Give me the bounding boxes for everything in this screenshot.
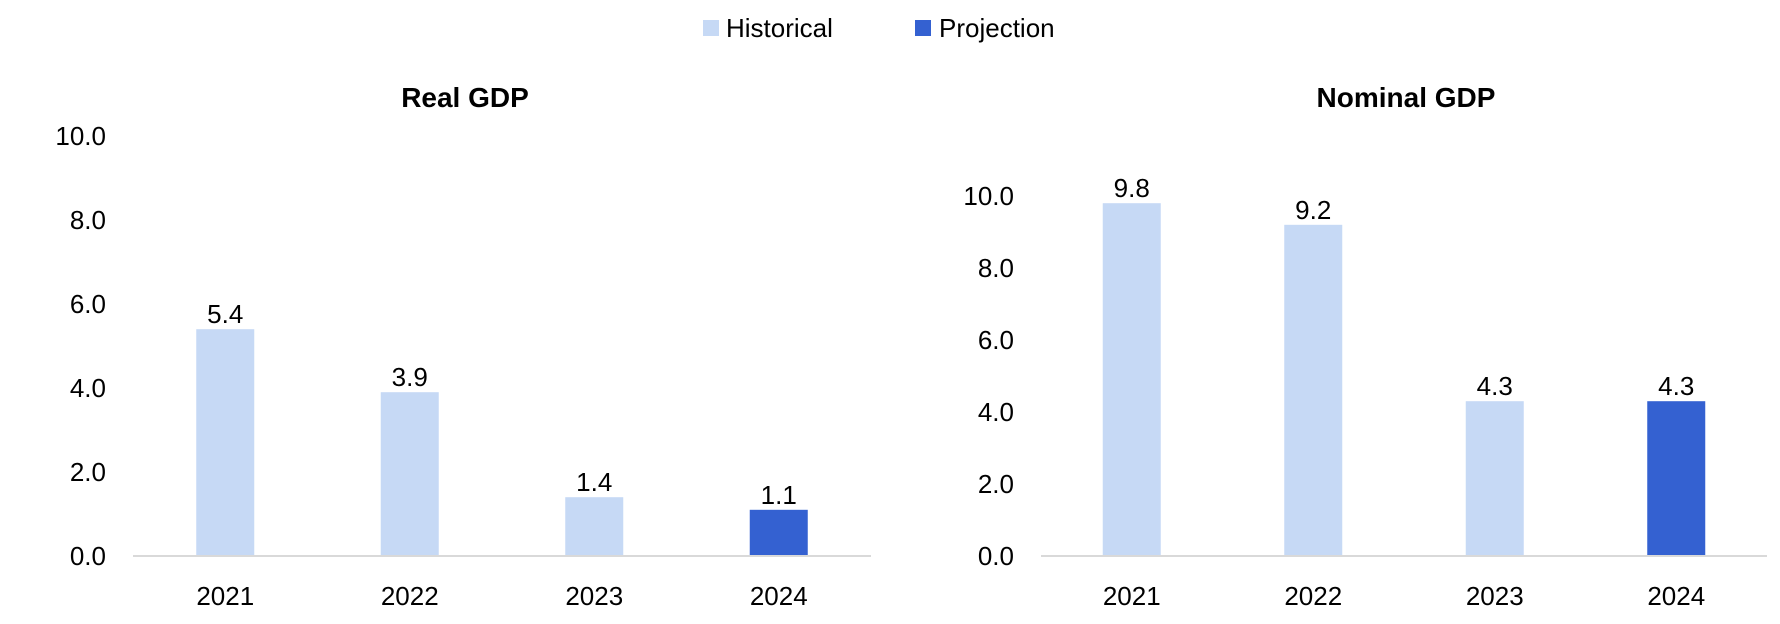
bars-nominal-gdp (1102, 203, 1706, 557)
bars-real-gdp (196, 329, 808, 556)
data-label-nominal-gdp-2021: 9.8 (1114, 173, 1150, 203)
bar-nominal-gdp-2021 (1102, 203, 1161, 556)
legend-label-projection: Projection (939, 13, 1055, 43)
legend-swatch-projection (915, 20, 931, 36)
y-tick-label-nominal-gdp: 10.0 (963, 181, 1014, 211)
bar-real-gdp-2022 (380, 392, 439, 556)
legend: Historical Projection (703, 13, 1055, 43)
y-tick-label-real-gdp: 8.0 (70, 205, 106, 235)
data-label-real-gdp-2024: 1.1 (761, 480, 797, 510)
y-axis-real-gdp: 0.0 2.0 4.0 6.0 8.0 10.0 (55, 121, 106, 571)
y-tick-label-nominal-gdp: 2.0 (978, 469, 1014, 499)
legend-swatch-historical (703, 20, 719, 36)
x-tick-label-nominal-gdp-2021: 2021 (1103, 581, 1161, 611)
x-tick-label-real-gdp-2021: 2021 (196, 581, 254, 611)
bar-nominal-gdp-2023 (1465, 401, 1524, 556)
x-tick-label-nominal-gdp-2023: 2023 (1466, 581, 1524, 611)
x-tick-label-nominal-gdp-2024: 2024 (1647, 581, 1705, 611)
x-axis-nominal-gdp: 2021 2022 2023 2024 (1103, 581, 1705, 611)
bar-real-gdp-2023 (565, 497, 624, 556)
y-tick-label-nominal-gdp: 4.0 (978, 397, 1014, 427)
y-tick-label-real-gdp: 10.0 (55, 121, 106, 151)
chart-title-nominal-gdp: Nominal GDP (1317, 82, 1496, 113)
data-label-real-gdp-2021: 5.4 (207, 299, 243, 329)
data-label-nominal-gdp-2024: 4.3 (1658, 371, 1694, 401)
bar-real-gdp-2024 (749, 509, 808, 556)
legend-item-projection: Projection (915, 13, 1055, 43)
chart-real-gdp: Real GDP 0.0 2.0 4.0 6.0 8.0 10.0 5.4 3.9 1.4 1.… (55, 82, 871, 611)
y-axis-nominal-gdp: 0.0 2.0 4.0 6.0 8.0 10.0 (963, 181, 1014, 571)
data-label-nominal-gdp-2022: 9.2 (1295, 195, 1331, 225)
data-label-real-gdp-2022: 3.9 (392, 362, 428, 392)
bar-nominal-gdp-2024 (1647, 401, 1706, 556)
bar-real-gdp-2021 (196, 329, 255, 556)
y-tick-label-real-gdp: 6.0 (70, 289, 106, 319)
x-tick-label-real-gdp-2022: 2022 (381, 581, 439, 611)
x-tick-label-nominal-gdp-2022: 2022 (1284, 581, 1342, 611)
legend-item-historical: Historical (703, 13, 833, 43)
legend-label-historical: Historical (726, 13, 833, 43)
y-tick-label-nominal-gdp: 6.0 (978, 325, 1014, 355)
data-label-real-gdp-2023: 1.4 (576, 467, 612, 497)
data-label-nominal-gdp-2023: 4.3 (1477, 371, 1513, 401)
y-tick-label-real-gdp: 0.0 (70, 541, 106, 571)
x-tick-label-real-gdp-2023: 2023 (565, 581, 623, 611)
data-labels-nominal-gdp: 9.8 9.2 4.3 4.3 (1114, 173, 1695, 401)
chart-nominal-gdp: Nominal GDP 0.0 2.0 4.0 6.0 8.0 10.0 9.8 9.2 4.… (963, 82, 1767, 611)
y-tick-label-nominal-gdp: 8.0 (978, 253, 1014, 283)
x-tick-label-real-gdp-2024: 2024 (750, 581, 808, 611)
x-axis-real-gdp: 2021 2022 2023 2024 (196, 581, 807, 611)
chart-title-real-gdp: Real GDP (401, 82, 529, 113)
data-labels-real-gdp: 5.4 3.9 1.4 1.1 (207, 299, 797, 510)
y-tick-label-nominal-gdp: 0.0 (978, 541, 1014, 571)
bar-nominal-gdp-2022 (1284, 224, 1343, 557)
y-tick-label-real-gdp: 4.0 (70, 373, 106, 403)
y-tick-label-real-gdp: 2.0 (70, 457, 106, 487)
